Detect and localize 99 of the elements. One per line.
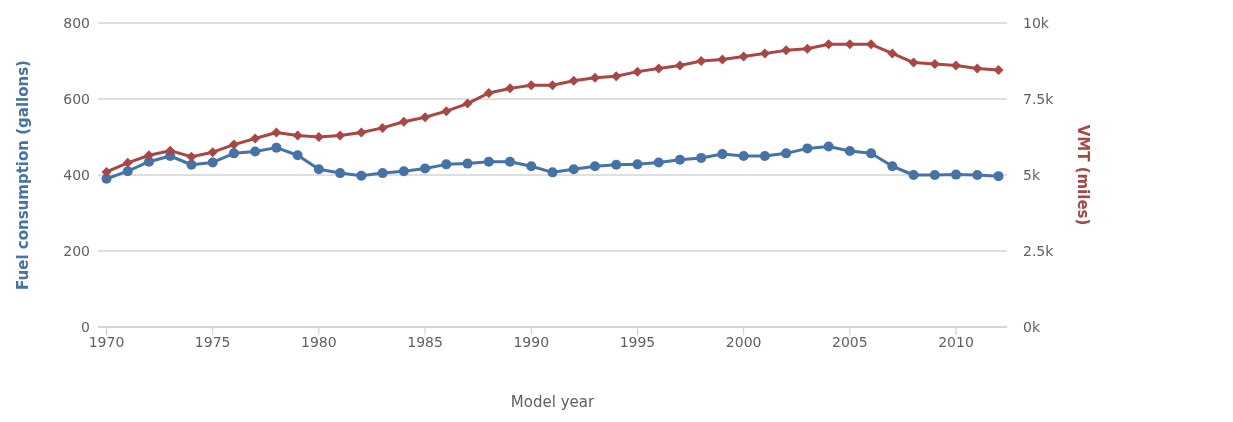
point: [908, 57, 919, 68]
point: [441, 159, 452, 170]
point: [759, 151, 770, 161]
point: [951, 60, 962, 71]
y2-tick-label: 7.5k: [1023, 90, 1055, 107]
y2-tick-label: 5k: [1023, 166, 1041, 183]
point: [292, 130, 303, 141]
y-tick-label: 200: [63, 242, 90, 259]
point: [674, 60, 685, 71]
point: [993, 65, 1004, 76]
point: [611, 71, 622, 82]
point: [526, 80, 537, 91]
point: [568, 75, 579, 86]
point: [866, 39, 877, 50]
point: [653, 157, 664, 168]
point: [547, 80, 558, 91]
point: [441, 106, 452, 117]
point: [866, 148, 877, 159]
x-tick-label: 2010: [938, 333, 974, 350]
point: [420, 163, 431, 174]
point: [271, 142, 282, 153]
x-tick-label: 2005: [832, 333, 868, 350]
x-tick-label: 1980: [301, 333, 337, 350]
point: [250, 146, 261, 157]
point: [823, 141, 834, 152]
point: [420, 112, 431, 123]
point: [611, 159, 622, 170]
point: [632, 66, 643, 77]
point: [759, 48, 770, 59]
point: [823, 39, 834, 50]
point: [717, 149, 728, 160]
y-tick-label: 600: [63, 90, 90, 107]
point: [951, 169, 962, 180]
point: [738, 151, 749, 161]
point: [526, 161, 537, 172]
y-tick-label: 800: [63, 14, 90, 31]
point: [122, 166, 133, 177]
point: [972, 170, 983, 180]
x-tick-label: 1985: [407, 333, 443, 350]
point: [505, 156, 516, 167]
x-tick-label: 1995: [619, 333, 656, 350]
point: [398, 166, 409, 177]
point: [250, 133, 261, 144]
point: [696, 152, 707, 163]
point: [143, 150, 154, 161]
point: [887, 161, 898, 172]
point: [356, 127, 367, 138]
point: [802, 143, 813, 154]
point: [228, 139, 239, 150]
point: [377, 122, 388, 133]
y2-tick-label: 10k: [1023, 14, 1050, 31]
point: [377, 168, 388, 179]
x-tick-label: 1970: [88, 333, 125, 350]
point: [887, 48, 898, 59]
point: [547, 167, 558, 178]
point: [568, 164, 579, 175]
x-tick-label: 1990: [513, 333, 550, 350]
point: [717, 54, 728, 65]
y-tick-label: 400: [63, 166, 90, 183]
point: [589, 161, 600, 172]
y2-axis-title: VMT (miles): [1073, 124, 1092, 226]
point: [972, 63, 983, 74]
point: [101, 166, 112, 177]
point: [186, 151, 197, 162]
y2-tick-label: 0k: [1023, 318, 1041, 335]
point: [292, 150, 303, 161]
x-axis-title: Model year: [510, 393, 595, 411]
point: [398, 116, 409, 127]
point: [186, 159, 197, 170]
point: [908, 170, 919, 180]
point: [462, 158, 473, 169]
x-tick-label: 2000: [725, 333, 762, 350]
point: [462, 98, 473, 109]
y-tick-label: 0: [81, 318, 90, 335]
point: [929, 170, 940, 180]
x-tick-label: 1975: [194, 333, 231, 350]
point: [228, 148, 239, 159]
point: [165, 145, 176, 156]
point: [356, 170, 367, 181]
point: [207, 147, 218, 158]
point: [653, 63, 664, 74]
point: [335, 130, 346, 141]
point: [993, 171, 1004, 182]
point: [632, 159, 643, 170]
point: [781, 148, 792, 159]
point: [313, 164, 324, 175]
point: [802, 43, 813, 54]
point: [781, 45, 792, 56]
y-axis-title: Fuel consumption (gallons): [14, 60, 33, 290]
point: [335, 168, 346, 179]
y2-tick-label: 2.5k: [1023, 242, 1055, 259]
point: [271, 127, 282, 138]
point: [738, 51, 749, 62]
point: [207, 157, 218, 168]
point: [483, 156, 494, 167]
point: [674, 154, 685, 165]
point: [844, 146, 855, 157]
point: [483, 87, 494, 98]
point: [122, 157, 133, 168]
